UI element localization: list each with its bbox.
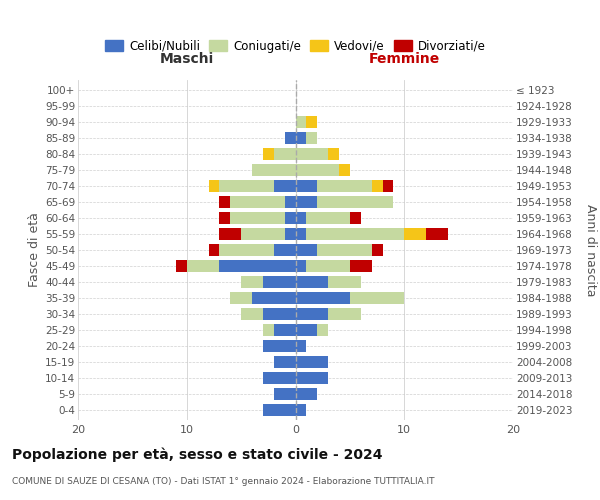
Bar: [220, 180, 274, 192]
Bar: [274, 324, 296, 336]
Bar: [252, 164, 296, 176]
Bar: [296, 388, 317, 400]
Bar: [284, 228, 296, 240]
Bar: [350, 292, 404, 304]
Bar: [220, 228, 241, 240]
Legend: Celibi/Nubili, Coniugati/e, Vedovi/e, Divorziati/e: Celibi/Nubili, Coniugati/e, Vedovi/e, Di…: [101, 35, 490, 58]
Bar: [307, 132, 317, 144]
Bar: [230, 212, 284, 224]
Bar: [296, 212, 307, 224]
Bar: [274, 244, 296, 256]
Bar: [241, 308, 263, 320]
Bar: [209, 244, 220, 256]
Text: Popolazione per età, sesso e stato civile - 2024: Popolazione per età, sesso e stato civil…: [12, 448, 383, 462]
Bar: [296, 116, 307, 128]
Bar: [220, 212, 230, 224]
Bar: [296, 180, 317, 192]
Y-axis label: Fasce di età: Fasce di età: [28, 212, 41, 288]
Bar: [296, 292, 350, 304]
Bar: [404, 228, 426, 240]
Bar: [350, 260, 371, 272]
Bar: [284, 196, 296, 208]
Bar: [284, 132, 296, 144]
Bar: [209, 180, 220, 192]
Bar: [263, 340, 296, 352]
Bar: [274, 388, 296, 400]
Bar: [328, 148, 339, 160]
Bar: [296, 356, 328, 368]
Bar: [263, 148, 274, 160]
Bar: [339, 164, 350, 176]
Text: Maschi: Maschi: [160, 52, 214, 66]
Bar: [296, 372, 328, 384]
Bar: [230, 292, 252, 304]
Bar: [383, 180, 394, 192]
Y-axis label: Anni di nascita: Anni di nascita: [584, 204, 596, 296]
Bar: [371, 180, 383, 192]
Bar: [274, 356, 296, 368]
Bar: [296, 260, 307, 272]
Bar: [350, 212, 361, 224]
Bar: [176, 260, 187, 272]
Bar: [263, 324, 274, 336]
Bar: [296, 404, 307, 416]
Bar: [274, 148, 296, 160]
Bar: [296, 164, 339, 176]
Bar: [296, 244, 317, 256]
Bar: [296, 340, 307, 352]
Bar: [317, 244, 371, 256]
Bar: [296, 132, 307, 144]
Bar: [371, 244, 383, 256]
Bar: [317, 196, 394, 208]
Bar: [220, 244, 274, 256]
Bar: [220, 196, 230, 208]
Bar: [328, 308, 361, 320]
Text: Femmine: Femmine: [368, 52, 440, 66]
Bar: [307, 228, 404, 240]
Bar: [252, 292, 296, 304]
Bar: [307, 116, 317, 128]
Bar: [296, 276, 328, 288]
Bar: [296, 324, 317, 336]
Bar: [307, 212, 350, 224]
Bar: [317, 180, 371, 192]
Bar: [187, 260, 220, 272]
Bar: [230, 196, 284, 208]
Bar: [263, 404, 296, 416]
Bar: [296, 196, 317, 208]
Bar: [241, 228, 284, 240]
Bar: [317, 324, 328, 336]
Bar: [263, 276, 296, 288]
Bar: [263, 372, 296, 384]
Bar: [328, 276, 361, 288]
Bar: [220, 260, 296, 272]
Bar: [263, 308, 296, 320]
Bar: [274, 180, 296, 192]
Bar: [284, 212, 296, 224]
Bar: [296, 308, 328, 320]
Text: COMUNE DI SAUZE DI CESANA (TO) - Dati ISTAT 1° gennaio 2024 - Elaborazione TUTTI: COMUNE DI SAUZE DI CESANA (TO) - Dati IS…: [12, 478, 434, 486]
Bar: [296, 148, 328, 160]
Bar: [426, 228, 448, 240]
Bar: [296, 228, 307, 240]
Bar: [241, 276, 263, 288]
Bar: [307, 260, 350, 272]
